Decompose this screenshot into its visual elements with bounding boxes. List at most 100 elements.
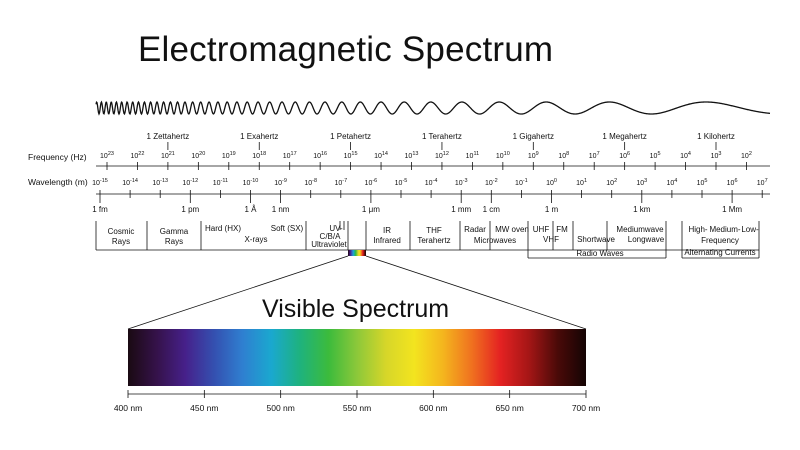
frequency-tick-label: 1020 bbox=[191, 151, 205, 160]
wavelength-name: 1 km bbox=[633, 205, 651, 214]
frequency-tick-label: 1022 bbox=[130, 151, 144, 160]
wavelength-tick-label: 10-6 bbox=[365, 178, 378, 187]
frequency-tick-label: 1014 bbox=[374, 151, 388, 160]
frequency-tick-label: 1013 bbox=[405, 151, 419, 160]
wavelength-tick-label: 10-3 bbox=[455, 178, 468, 187]
wavelength-tick-label: 104 bbox=[666, 178, 677, 187]
band-thf-line1: THF bbox=[426, 226, 442, 235]
wavelength-tick-label: 10-10 bbox=[243, 178, 259, 187]
frequency-tick-label: 1017 bbox=[283, 151, 297, 160]
band-uv-line1: UV- bbox=[329, 224, 343, 233]
wavelength-tick-label: 106 bbox=[727, 178, 738, 187]
visible-tick-label: 650 nm bbox=[495, 403, 523, 413]
band-ultraviolet: Ultraviolet bbox=[311, 240, 347, 249]
band-cosmic-rays-line1: Cosmic bbox=[108, 227, 135, 236]
wavelength-name: 1 fm bbox=[92, 205, 108, 214]
wavelength-axis-label: Wavelength (m) bbox=[28, 177, 88, 187]
frequency-tick-label: 104 bbox=[680, 151, 691, 160]
band-high: High- bbox=[688, 225, 707, 234]
wavelength-tick-label: 10-11 bbox=[213, 178, 228, 187]
band-alternating-currents: Alternating Currents bbox=[684, 248, 755, 257]
band-uv-line2: C/B/A bbox=[320, 232, 342, 241]
wavelength-tick-label: 100 bbox=[546, 178, 557, 187]
band-microwaves: Microwaves bbox=[474, 236, 516, 245]
visible-tick-label: 450 nm bbox=[190, 403, 218, 413]
wavelength-name-group: 1 fm 1 pm 1 Å 1 nm 1 μm 1 mm 1 cm 1 m 1 km 1 Mm bbox=[92, 198, 742, 214]
band-mediumwave: Mediumwave bbox=[616, 225, 664, 234]
band-gamma-rays-line2: Rays bbox=[165, 237, 183, 246]
frequency-tick-label: 108 bbox=[558, 151, 569, 160]
visible-tick-label: 500 nm bbox=[266, 403, 294, 413]
frequency-name: 1 Gigahertz bbox=[513, 132, 554, 141]
frequency-tick-group: 1023 1022 1021 1020 1019 1018 1017 1016 1015 1014… bbox=[100, 151, 752, 170]
frequency-name-group: 1 Zettahertz 1 Exahertz 1 Petahertz 1 Terah… bbox=[147, 132, 735, 150]
wavelength-tick-label: 10-5 bbox=[395, 178, 408, 187]
wavelength-tick-label: 101 bbox=[576, 178, 587, 187]
frequency-tick-label: 1016 bbox=[313, 151, 327, 160]
wavelength-name: 1 Å bbox=[244, 205, 257, 214]
visible-tick-label: 550 nm bbox=[343, 403, 371, 413]
visible-tick-group: 400 nm 450 nm 500 nm 550 nm 600 nm 650 nm 700 … bbox=[114, 390, 600, 413]
visible-band-marker bbox=[348, 250, 366, 256]
frequency-name: 1 Zettahertz bbox=[147, 132, 190, 141]
frequency-tick-label: 107 bbox=[589, 151, 600, 160]
wavelength-tick-label: 10-9 bbox=[274, 178, 287, 187]
frequency-tick-label: 1023 bbox=[100, 151, 114, 160]
wavelength-tick-label: 102 bbox=[606, 178, 617, 187]
band-radar: Radar bbox=[464, 225, 486, 234]
visible-spectrum-title: Visible Spectrum bbox=[262, 295, 450, 323]
wavelength-tick-label: 105 bbox=[697, 178, 708, 187]
wavelength-tick-label: 10-7 bbox=[334, 178, 347, 187]
band-frequency: Frequency bbox=[701, 236, 739, 245]
band-ir-line2: Infrared bbox=[373, 236, 401, 245]
wavelength-tick-label: 103 bbox=[636, 178, 647, 187]
frequency-tick-label: 1010 bbox=[496, 151, 510, 160]
frequency-tick-label: 1011 bbox=[466, 151, 480, 160]
band-longwave: Longwave bbox=[628, 235, 665, 244]
band-xrays: X-rays bbox=[244, 235, 267, 244]
band-medium: Medium- bbox=[709, 225, 740, 234]
frequency-tick-label: 1018 bbox=[252, 151, 266, 160]
frequency-name: 1 Kilohertz bbox=[697, 132, 735, 141]
band-fm: FM bbox=[556, 225, 568, 234]
frequency-name: 1 Exahertz bbox=[240, 132, 278, 141]
wavelength-tick-label: 107 bbox=[757, 178, 768, 187]
projection-line-left bbox=[127, 255, 349, 330]
band-box-lines bbox=[95, 221, 760, 259]
wavelength-tick-label: 10-14 bbox=[122, 178, 138, 187]
wavelength-name: 1 m bbox=[545, 205, 559, 214]
visible-spectrum-bar bbox=[128, 329, 586, 386]
band-radio-waves: Radio Waves bbox=[576, 249, 623, 258]
frequency-tick-label: 1012 bbox=[435, 151, 449, 160]
wavelength-tick-label: 10-15 bbox=[92, 178, 108, 187]
wavelength-tick-label: 10-8 bbox=[304, 178, 317, 187]
frequency-name: 1 Megahertz bbox=[602, 132, 646, 141]
wavelength-name: 1 Mm bbox=[722, 205, 742, 214]
visible-tick-label: 600 nm bbox=[419, 403, 447, 413]
visible-tick-label: 400 nm bbox=[114, 403, 142, 413]
wavelength-tick-label: 10-12 bbox=[182, 178, 198, 187]
band-uhf: UHF bbox=[533, 225, 550, 234]
band-vhf: VHF bbox=[543, 235, 559, 244]
frequency-name: 1 Petahertz bbox=[330, 132, 371, 141]
band-shortwave: Shortwave bbox=[577, 235, 615, 244]
wavelength-name: 1 cm bbox=[483, 205, 501, 214]
frequency-tick-label: 1015 bbox=[344, 151, 358, 160]
band-soft-x: Soft (SX) bbox=[271, 224, 304, 233]
band-low: Low- bbox=[741, 225, 759, 234]
wavelength-tick-label: 10-2 bbox=[485, 178, 498, 187]
band-gamma-rays-line1: Gamma bbox=[160, 227, 189, 236]
main-title: Electromagnetic Spectrum bbox=[138, 30, 554, 69]
frequency-tick-label: 105 bbox=[650, 151, 661, 160]
frequency-tick-label: 102 bbox=[741, 151, 752, 160]
frequency-tick-label: 1019 bbox=[222, 151, 236, 160]
wavelength-tick-label: 10-4 bbox=[425, 178, 438, 187]
band-mw-oven: MW oven bbox=[495, 225, 529, 234]
wavelength-tick-label: 10-1 bbox=[515, 178, 528, 187]
wavelength-name: 1 nm bbox=[272, 205, 290, 214]
projection-line-right bbox=[365, 255, 587, 330]
wave-graphic bbox=[95, 100, 771, 116]
frequency-tick-label: 106 bbox=[619, 151, 630, 160]
